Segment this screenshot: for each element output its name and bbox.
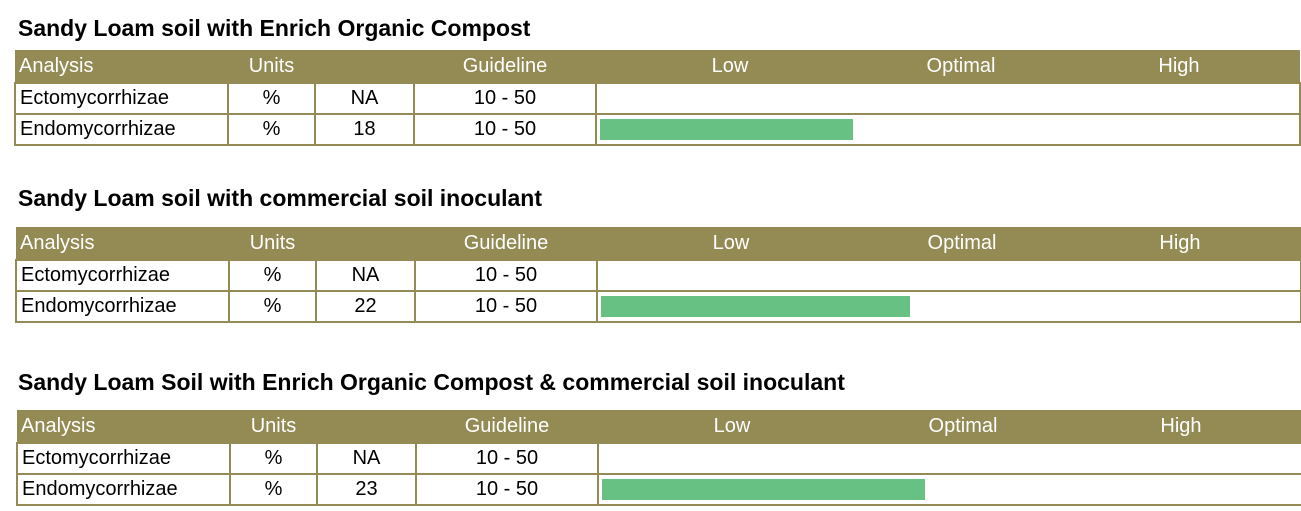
analysis-cell: Ectomycorrhizae (16, 442, 231, 475)
header-high: High (1058, 50, 1300, 83)
units-cell: % (227, 113, 316, 146)
units-cell: % (228, 259, 317, 292)
value-cell: NA (316, 442, 417, 475)
analysis-cell: Ectomycorrhizae (15, 259, 230, 292)
value-cell: 22 (315, 290, 416, 323)
guideline-cell: 10 - 50 (413, 113, 597, 146)
bar-cell (596, 259, 1301, 292)
value-cell: 23 (316, 473, 417, 506)
level-bar (602, 479, 925, 500)
table-row: Ectomycorrhizae % NA 10 - 50 (15, 259, 1301, 292)
table-row: Endomycorrhizae % 23 10 - 50 (16, 473, 1301, 506)
analysis-cell: Ectomycorrhizae (14, 82, 229, 115)
analysis-table: Analysis Units Guideline Low Optimal Hig… (16, 410, 1301, 506)
bar-cell (595, 82, 1301, 115)
analysis-cell: Endomycorrhizae (15, 290, 230, 323)
table-row: Endomycorrhizae % 18 10 - 50 (14, 113, 1301, 146)
units-cell: % (227, 82, 316, 115)
guideline-cell: 10 - 50 (414, 290, 598, 323)
header-units: Units (230, 410, 317, 443)
header-optimal: Optimal (865, 227, 1059, 260)
header-low: Low (596, 50, 864, 83)
header-low: Low (598, 410, 866, 443)
value-cell: NA (315, 259, 416, 292)
units-cell: % (228, 290, 317, 323)
header-low: Low (597, 227, 865, 260)
guideline-cell: 10 - 50 (415, 473, 599, 506)
header-row: Analysis Units Guideline Low Optimal Hig… (15, 50, 1300, 83)
header-high: High (1059, 227, 1301, 260)
section-title: Sandy Loam soil with Enrich Organic Comp… (18, 15, 531, 41)
guideline-cell: 10 - 50 (415, 442, 599, 475)
header-optimal: Optimal (866, 410, 1060, 443)
header-analysis: Analysis (17, 410, 230, 443)
value-cell: NA (314, 82, 415, 115)
level-bar (601, 296, 910, 317)
header-guideline: Guideline (416, 410, 598, 443)
bar-cell (595, 113, 1301, 146)
table-row: Ectomycorrhizae % NA 10 - 50 (16, 442, 1301, 475)
section-title: Sandy Loam Soil with Enrich Organic Comp… (18, 369, 845, 395)
header-units: Units (228, 50, 315, 83)
units-cell: % (229, 473, 318, 506)
header-value (316, 227, 415, 260)
units-cell: % (229, 442, 318, 475)
value-cell: 18 (314, 113, 415, 146)
bar-cell (597, 473, 1301, 506)
table-row: Ectomycorrhizae % NA 10 - 50 (14, 82, 1301, 115)
guideline-cell: 10 - 50 (414, 259, 598, 292)
guideline-cell: 10 - 50 (413, 82, 597, 115)
header-guideline: Guideline (415, 227, 597, 260)
bar-cell (596, 290, 1301, 323)
header-value (315, 50, 414, 83)
bar-cell (597, 442, 1301, 475)
header-guideline: Guideline (414, 50, 596, 83)
table-row: Endomycorrhizae % 22 10 - 50 (15, 290, 1301, 323)
analysis-table: Analysis Units Guideline Low Optimal Hig… (14, 50, 1301, 146)
analysis-cell: Endomycorrhizae (14, 113, 229, 146)
header-analysis: Analysis (16, 227, 229, 260)
header-row: Analysis Units Guideline Low Optimal Hig… (16, 227, 1301, 260)
analysis-cell: Endomycorrhizae (16, 473, 231, 506)
header-value (317, 410, 416, 443)
header-analysis: Analysis (15, 50, 228, 83)
header-units: Units (229, 227, 316, 260)
level-bar (600, 119, 853, 140)
analysis-table: Analysis Units Guideline Low Optimal Hig… (15, 227, 1301, 323)
section-title: Sandy Loam soil with commercial soil ino… (18, 185, 543, 211)
header-row: Analysis Units Guideline Low Optimal Hig… (17, 410, 1301, 443)
header-optimal: Optimal (864, 50, 1058, 83)
header-high: High (1060, 410, 1301, 443)
